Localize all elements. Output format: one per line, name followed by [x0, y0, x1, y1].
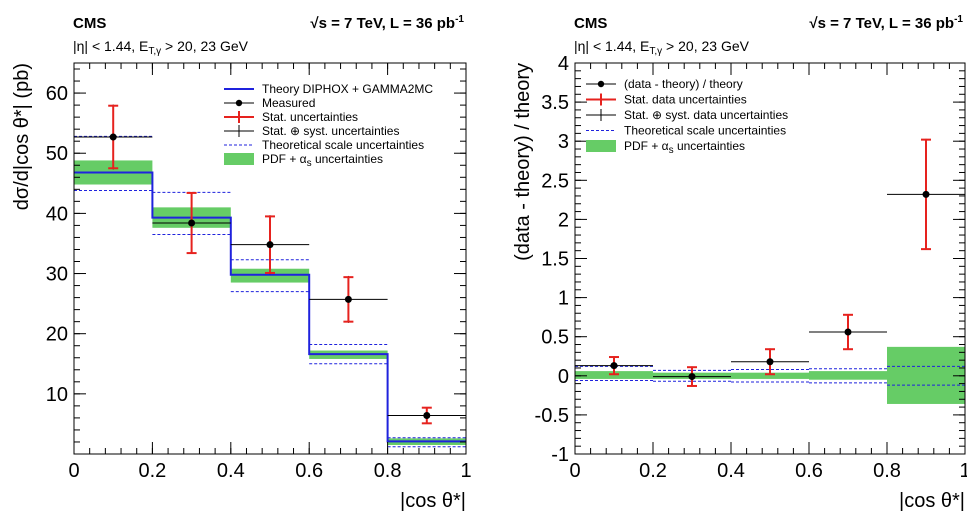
x-axis-title: |cos θ*| [400, 490, 466, 512]
panel-left: 0 0.2 0.4 0.6 0.8 1 10 20 30 40 50 60 CMS √s = 7 TeV,… [11, 14, 472, 512]
y-tick-label: 60 [46, 83, 68, 105]
x-tick-label: 1 [959, 460, 967, 482]
y-tick-label: 3.5 [541, 92, 569, 114]
x-tick-label: 0.2 [639, 460, 667, 482]
data-point [610, 362, 618, 370]
legend-label: Stat. ⊕ syst. uncertainties [262, 124, 399, 138]
x-tick-label: 0.6 [795, 460, 823, 482]
x-tick-label: 0.8 [374, 460, 402, 482]
x-tick-label: 1 [460, 460, 471, 482]
y-tick-label: 0.5 [541, 327, 569, 349]
legend-label: Measured [262, 96, 315, 110]
energy-lumi-label: √s = 7 TeV, L = 36 pb-1 [310, 14, 464, 32]
x-tick-label: 0.2 [138, 460, 166, 482]
pdf-band-bin [809, 371, 887, 380]
y-tick-label: -1 [551, 444, 569, 466]
y-tick-label: 2 [558, 209, 569, 231]
x-tick-label: 0.4 [217, 460, 245, 482]
y-tick-label: 10 [46, 384, 68, 406]
legend: (data - theory) / theory Stat. data uncer… [586, 77, 788, 156]
legend-label: Stat. ⊕ syst. data uncertainties [624, 108, 788, 122]
x-axis-title: |cos θ*| [899, 490, 965, 512]
kinematic-cuts-label: |η| < 1.44, ET,γ > 20, 23 GeV [574, 38, 750, 57]
data-point [266, 241, 274, 249]
legend-label: Theory DIPHOX + GAMMA2MC [262, 82, 433, 96]
x-tick-label: 0.6 [295, 460, 323, 482]
legend-label: Theoretical scale uncertainties [624, 124, 786, 138]
energy-lumi-label: √s = 7 TeV, L = 36 pb-1 [809, 14, 963, 32]
data-point [844, 328, 852, 336]
y-tick-label: 30 [46, 264, 68, 286]
legend-symbol-measured [235, 99, 243, 107]
legend-label: Stat. uncertainties [262, 110, 358, 124]
y-tick-label: -0.5 [535, 405, 569, 427]
x-tick-label: 0.4 [717, 460, 745, 482]
kinematic-cuts-label: |η| < 1.44, ET,γ > 20, 23 GeV [73, 38, 249, 57]
y-tick-label: 50 [46, 143, 68, 165]
y-tick-label: 3 [558, 131, 569, 153]
y-tick-label: 2.5 [541, 170, 569, 192]
y-tick-label: 20 [46, 324, 68, 346]
y-tick-label: 1 [558, 288, 569, 310]
legend-symbol-measured [597, 80, 605, 88]
theory-step-line [74, 171, 466, 443]
data-point [688, 373, 696, 381]
x-tick-label: 0.8 [873, 460, 901, 482]
y-tick-label: 4 [558, 53, 569, 75]
pdf-band-bin [731, 372, 809, 379]
x-tick-label: 0 [569, 460, 580, 482]
x-tick-label: 0 [68, 460, 79, 482]
experiment-label: CMS [73, 15, 106, 32]
experiment-label: CMS [574, 15, 607, 32]
data-point [922, 190, 930, 198]
y-axis-title: (data - theory) / theory [512, 63, 534, 261]
plot-frame [73, 62, 467, 455]
legend-label: (data - theory) / theory [624, 77, 743, 91]
data-point [344, 295, 352, 303]
legend-symbol-pdf [586, 140, 616, 152]
data-point [766, 358, 774, 366]
y-tick-label: 40 [46, 203, 68, 225]
data-point [188, 219, 196, 227]
legend-label: PDF + αs uncertainties [262, 152, 383, 169]
pdf-band-bin [887, 346, 965, 404]
data-point [423, 412, 431, 420]
y-tick-label: 1.5 [541, 249, 569, 271]
legend-label: Stat. data uncertainties [624, 93, 747, 107]
data-point [109, 133, 117, 141]
legend-label: PDF + αs uncertainties [624, 139, 745, 156]
y-tick-label: 0 [558, 366, 569, 388]
y-axis-title: dσ/d|cos θ*| (pb) [11, 63, 33, 210]
panel-right: 0 0.2 0.4 0.6 0.8 1 -1 -0.5 0 0.5 1 1.5 2 2.5 3 3.5 4 CMS… [512, 14, 967, 512]
legend-symbol-pdf [224, 153, 254, 165]
legend-label: Theoretical scale uncertainties [262, 138, 424, 152]
